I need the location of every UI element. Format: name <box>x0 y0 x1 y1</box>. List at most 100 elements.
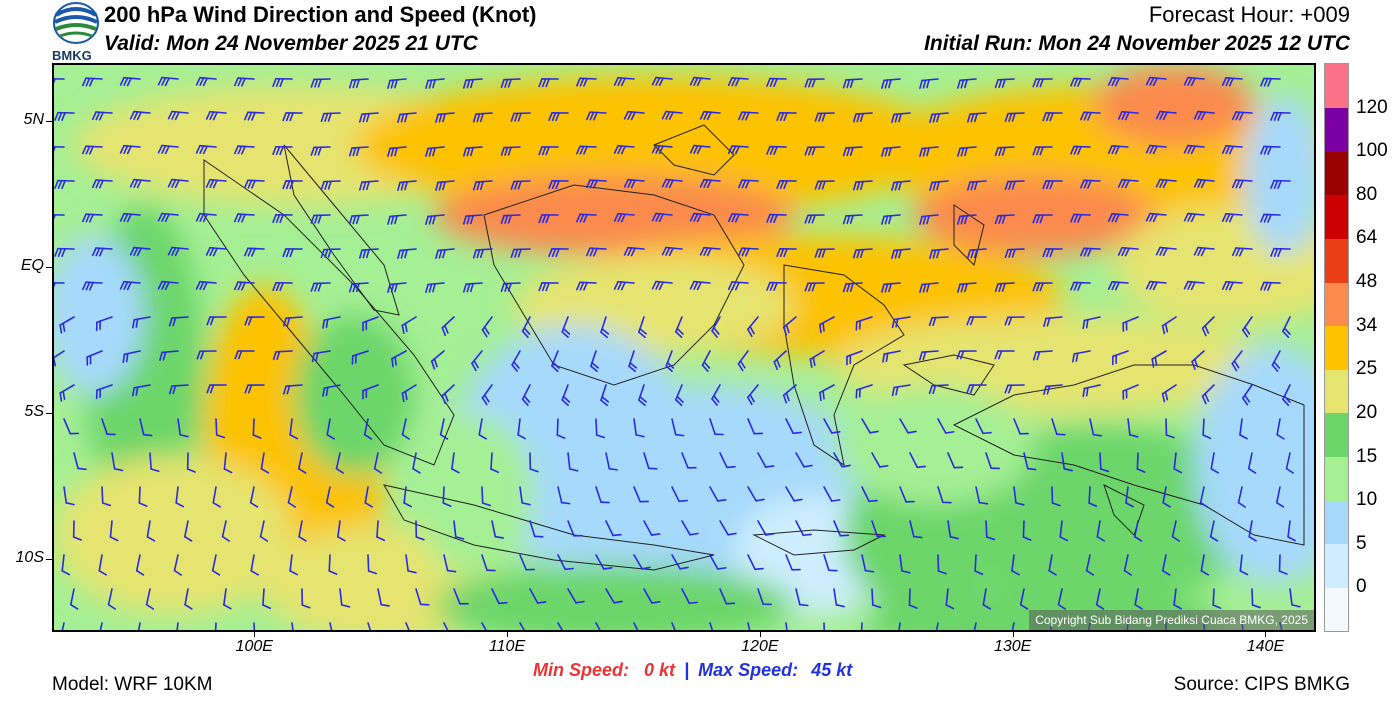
wind-barb <box>804 282 825 292</box>
wind-barb <box>377 588 390 607</box>
wind-barb <box>709 622 714 630</box>
wind-barb <box>481 554 496 572</box>
model-name: Model: WRF 10KM <box>52 674 213 695</box>
wind-barb <box>262 588 272 610</box>
wind-barb <box>233 77 255 87</box>
wind-barb <box>973 622 977 630</box>
wind-barb <box>425 146 445 157</box>
wind-barb <box>623 246 645 257</box>
wind-barb <box>1260 213 1281 223</box>
wind-barb <box>1022 520 1032 541</box>
speed-shade <box>54 455 294 615</box>
wind-barb <box>195 280 217 291</box>
wind-barb <box>211 554 221 576</box>
wind-barb <box>184 520 193 542</box>
wind-barb <box>957 78 977 89</box>
wind-barb <box>1013 486 1025 506</box>
wind-barb <box>1145 144 1167 155</box>
wind-barb <box>214 622 217 630</box>
bmkg-logo: BMKG <box>52 1 100 63</box>
wind-barb <box>727 281 749 291</box>
wind-barb <box>929 180 949 191</box>
wind-barb <box>1082 316 1101 330</box>
wind-barb <box>1004 180 1025 191</box>
colorbar-level-label: 80 <box>1356 183 1378 205</box>
wind-barb <box>605 452 619 471</box>
wind-barb <box>711 316 721 338</box>
wind-barb <box>1042 112 1063 122</box>
wind-barb <box>1080 179 1101 189</box>
wind-barb <box>776 179 797 190</box>
wind-barb <box>757 520 775 536</box>
coastline-path <box>203 159 455 466</box>
lon-tick-mark <box>759 632 761 637</box>
wind-barb <box>1080 111 1101 121</box>
wind-barb <box>681 588 699 605</box>
wind-barb <box>651 280 673 291</box>
wind-barb <box>298 520 307 542</box>
wind-barb <box>855 316 873 331</box>
wind-barb <box>1042 248 1063 258</box>
wind-barb <box>195 144 217 155</box>
wind-barb <box>322 384 341 397</box>
wind-barb <box>481 486 492 507</box>
wind-barb <box>1127 418 1139 438</box>
wind-barb <box>322 316 341 329</box>
wind-barb <box>651 76 673 87</box>
wind-barb <box>1270 247 1291 257</box>
wind-barb <box>1231 179 1253 189</box>
wind-barb <box>548 247 569 258</box>
wind-barb <box>59 384 75 402</box>
lat-tick-label: 10S <box>15 549 44 567</box>
wind-barb <box>671 622 676 630</box>
wind-barb <box>223 588 232 610</box>
valid-time: Valid: Mon 24 November 2025 21 UTC <box>104 32 478 55</box>
wind-barb <box>435 248 455 259</box>
wind-barb <box>1080 247 1101 257</box>
wind-barb <box>994 214 1015 225</box>
wind-barb <box>966 180 987 191</box>
wind-barb <box>1270 179 1291 189</box>
wind-barb <box>852 112 873 123</box>
wind-barb <box>425 78 445 89</box>
wind-barb <box>425 282 445 293</box>
wind-barb <box>861 554 875 573</box>
wind-barb <box>585 179 607 189</box>
wind-barb <box>899 418 917 434</box>
wind-barb <box>994 146 1015 157</box>
wind-barb <box>510 180 531 190</box>
wind-barb <box>167 110 189 121</box>
wind-barb <box>1183 144 1205 155</box>
wind-barb <box>326 418 335 440</box>
wind-barb <box>974 554 984 576</box>
stats-separator: | <box>684 660 690 680</box>
colorbar-segment <box>1325 238 1348 283</box>
wind-barb <box>823 418 841 434</box>
wind-barb <box>1247 452 1257 474</box>
wind-barb <box>1200 554 1210 576</box>
wind-barb <box>1271 350 1281 372</box>
wind-barb <box>54 282 65 288</box>
wind-barb <box>253 622 256 630</box>
wind-barb <box>846 350 863 366</box>
wind-barb <box>91 247 113 257</box>
wind-barb <box>1004 316 1025 326</box>
wind-barb <box>709 486 727 502</box>
wind-barb <box>195 76 217 87</box>
wind-barb <box>244 179 265 189</box>
wind-barb <box>215 418 226 439</box>
wind-barb <box>937 486 952 504</box>
wind-barb <box>661 246 683 257</box>
lat-tick-mark <box>46 559 52 561</box>
wind-barb <box>519 622 526 630</box>
wind-barb <box>651 144 673 155</box>
wind-barb <box>957 214 977 225</box>
wind-barb <box>804 214 825 224</box>
wind-barb <box>1212 588 1222 609</box>
wind-map <box>52 63 1316 632</box>
wind-barb <box>595 622 601 630</box>
wind-barb <box>1282 316 1291 338</box>
wind-barb <box>1285 452 1294 474</box>
wind-barb <box>727 145 749 155</box>
wind-barb <box>157 280 179 291</box>
